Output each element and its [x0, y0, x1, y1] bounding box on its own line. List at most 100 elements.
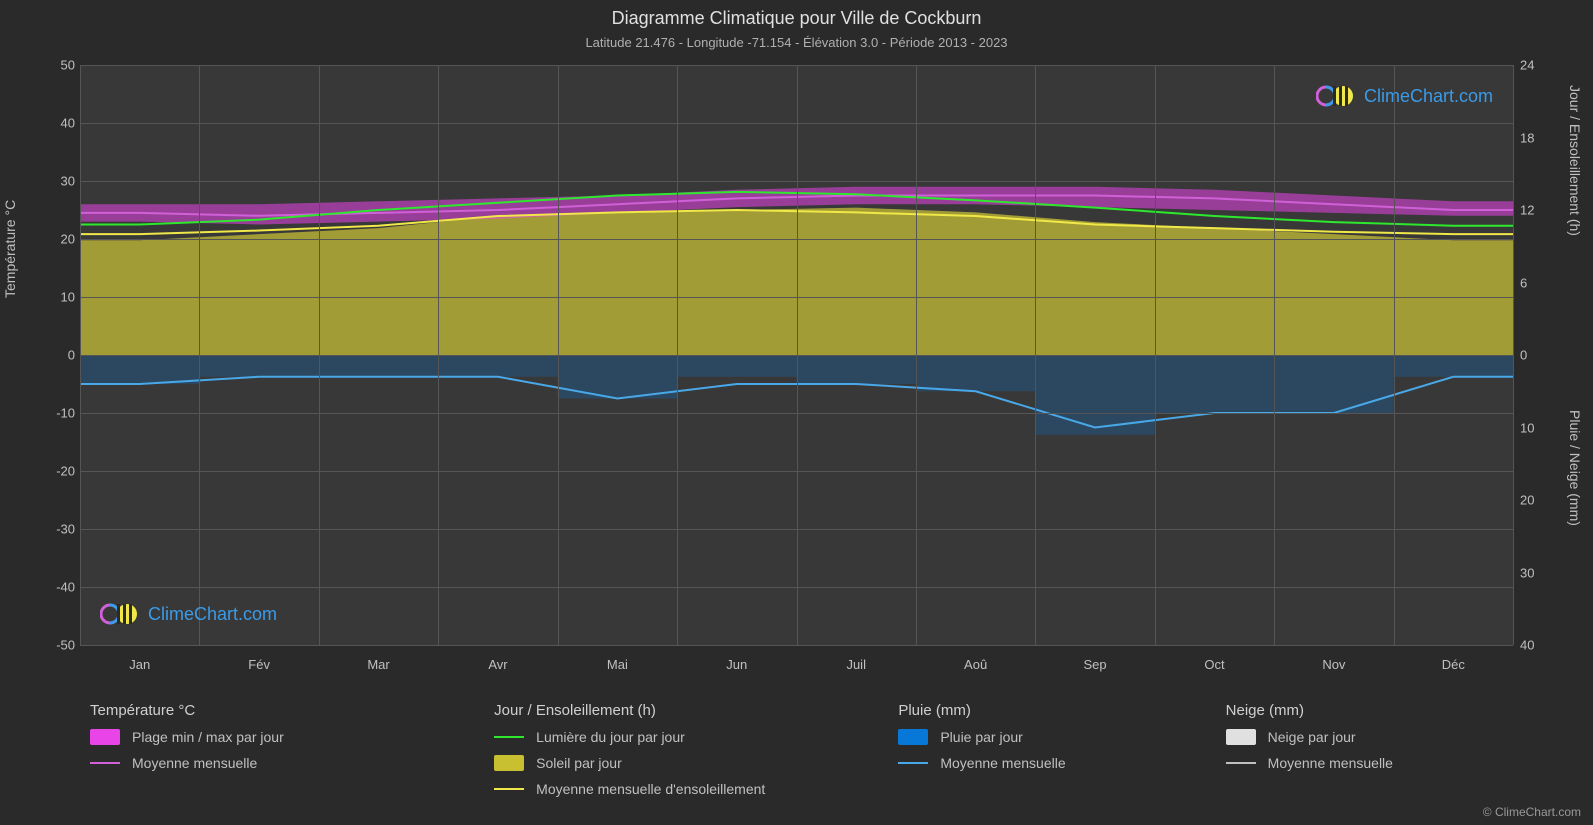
legend-group-title: Jour / Ensoleillement (h) — [494, 702, 878, 719]
month-label: Nov — [1322, 657, 1345, 672]
legend-item: Soleil par jour — [494, 755, 878, 771]
gridline-vertical — [677, 65, 678, 645]
legend-item-label: Moyenne mensuelle d'ensoleillement — [536, 781, 765, 797]
legend-swatch-icon — [90, 729, 120, 745]
rain-bar — [558, 355, 677, 399]
month-label: Fév — [248, 657, 270, 672]
legend-line-icon — [1226, 762, 1256, 764]
y-tick-left: -20 — [35, 464, 75, 479]
legend-group: Température °C Plage min / max par jour Mo… — [90, 702, 474, 807]
y-tick-left: -10 — [35, 406, 75, 421]
legend-group-title: Neige (mm) — [1226, 702, 1533, 719]
y-axis-right-top-title: Jour / Ensoleillement (h) — [1567, 85, 1583, 236]
watermark: ClimeChart.com — [1316, 83, 1493, 109]
gridline-vertical — [1394, 65, 1395, 645]
month-label: Jan — [129, 657, 150, 672]
y-tick-right-hours: 12 — [1520, 203, 1555, 218]
gridline-horizontal — [80, 645, 1513, 646]
legend-swatch-icon — [494, 755, 524, 771]
rain-bar — [319, 355, 438, 377]
legend-item-label: Soleil par jour — [536, 755, 622, 771]
gridline-vertical — [1035, 65, 1036, 645]
y-tick-right-mm: 30 — [1520, 565, 1555, 580]
y-axis-left-title: Température °C — [2, 200, 18, 298]
rain-bar — [80, 355, 199, 384]
month-label: Déc — [1442, 657, 1465, 672]
rain-bar — [1274, 355, 1393, 413]
gridline-vertical — [797, 65, 798, 645]
gridline-vertical — [916, 65, 917, 645]
y-tick-left: 20 — [35, 232, 75, 247]
month-label: Avr — [488, 657, 507, 672]
legend-item: Moyenne mensuelle d'ensoleillement — [494, 781, 878, 797]
gridline-vertical — [1155, 65, 1156, 645]
legend-line-icon — [898, 762, 928, 764]
month-label: Aoû — [964, 657, 987, 672]
rain-bar — [797, 355, 916, 384]
y-tick-right-mm: 10 — [1520, 420, 1555, 435]
gridline-vertical — [558, 65, 559, 645]
y-tick-left: -50 — [35, 638, 75, 653]
chart-subtitle: Latitude 21.476 - Longitude -71.154 - Él… — [0, 35, 1593, 50]
chart-title: Diagramme Climatique pour Ville de Cockb… — [0, 0, 1593, 29]
legend-item: Plage min / max par jour — [90, 729, 474, 745]
rain-bar — [916, 355, 1035, 391]
rain-bar — [1155, 355, 1274, 413]
chart-container: Diagramme Climatique pour Ville de Cockb… — [0, 0, 1593, 825]
legend-item-label: Moyenne mensuelle — [1268, 755, 1393, 771]
y-tick-left: 40 — [35, 116, 75, 131]
rain-bar — [199, 355, 318, 377]
rain-bar — [677, 355, 796, 377]
legend-item: Moyenne mensuelle — [1226, 755, 1533, 771]
y-tick-left: -30 — [35, 522, 75, 537]
legend-item: Moyenne mensuelle — [90, 755, 474, 771]
legend-item-label: Pluie par jour — [940, 729, 1023, 745]
legend-item: Moyenne mensuelle — [898, 755, 1205, 771]
legend-item-label: Moyenne mensuelle — [940, 755, 1065, 771]
gridline-vertical — [1513, 65, 1514, 645]
y-tick-left: -40 — [35, 580, 75, 595]
y-tick-left: 50 — [35, 58, 75, 73]
gridline-vertical — [438, 65, 439, 645]
legend-line-icon — [494, 736, 524, 738]
watermark-text: ClimeChart.com — [148, 604, 277, 625]
rain-bar — [438, 355, 557, 377]
legend-group: Jour / Ensoleillement (h) Lumière du jour… — [494, 702, 878, 807]
legend-line-icon — [90, 762, 120, 764]
month-label: Oct — [1204, 657, 1224, 672]
y-tick-left: 10 — [35, 290, 75, 305]
y-axis-right-bottom-title: Pluie / Neige (mm) — [1567, 410, 1583, 526]
legend-swatch-icon — [1226, 729, 1256, 745]
legend-item: Pluie par jour — [898, 729, 1205, 745]
watermark-text: ClimeChart.com — [1364, 86, 1493, 107]
gridline-vertical — [80, 65, 81, 645]
legend-group: Pluie (mm) Pluie par jour Moyenne mensuell… — [898, 702, 1205, 807]
copyright: © ClimeChart.com — [1483, 805, 1581, 819]
month-label: Jun — [726, 657, 747, 672]
month-label: Sep — [1083, 657, 1106, 672]
y-tick-right-hours: 6 — [1520, 275, 1555, 290]
month-label: Mar — [367, 657, 389, 672]
legend-item: Lumière du jour par jour — [494, 729, 878, 745]
y-tick-right-mm: 40 — [1520, 638, 1555, 653]
month-label: Mai — [607, 657, 628, 672]
y-tick-left: 30 — [35, 174, 75, 189]
month-label: Juil — [846, 657, 866, 672]
y-tick-right-mm: 20 — [1520, 493, 1555, 508]
rain-bar — [1394, 355, 1513, 377]
y-tick-left: 0 — [35, 348, 75, 363]
watermark: ClimeChart.com — [100, 601, 277, 627]
legend-item: Neige par jour — [1226, 729, 1533, 745]
y-tick-right-hours: 24 — [1520, 58, 1555, 73]
legend: Température °C Plage min / max par jour Mo… — [90, 702, 1533, 807]
legend-group: Neige (mm) Neige par jour Moyenne mensuell… — [1226, 702, 1533, 807]
legend-group-title: Température °C — [90, 702, 474, 719]
gridline-vertical — [199, 65, 200, 645]
gridline-vertical — [319, 65, 320, 645]
legend-item-label: Neige par jour — [1268, 729, 1356, 745]
plot-area: ClimeChart.com ClimeChart.com — [80, 65, 1513, 645]
legend-group-title: Pluie (mm) — [898, 702, 1205, 719]
legend-item-label: Plage min / max par jour — [132, 729, 284, 745]
logo-icon — [1316, 83, 1356, 109]
gridline-vertical — [1274, 65, 1275, 645]
